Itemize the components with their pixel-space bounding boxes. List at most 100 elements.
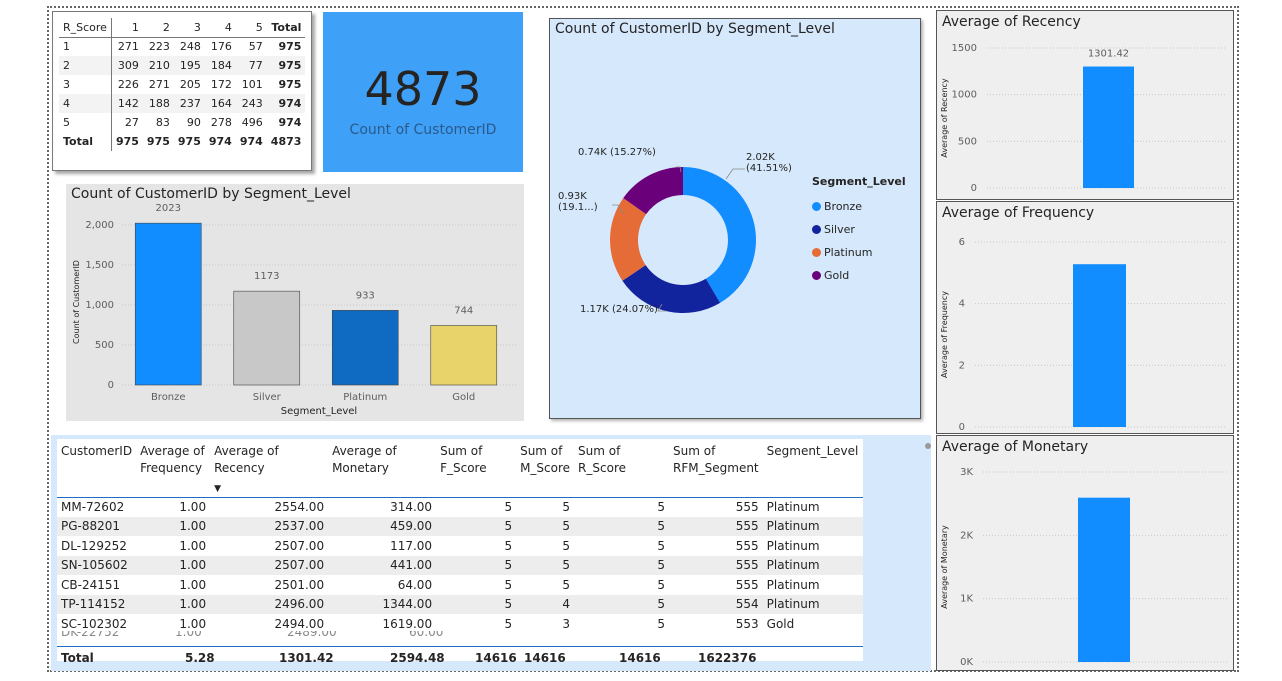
col-header-monetary[interactable]: Average of Monetary [328, 439, 437, 498]
leader-line [612, 204, 624, 215]
table-cell: Gold [766, 616, 795, 631]
table-row[interactable]: PG-88201 1.00 2537.00 459.00 5 5 5 555 Platinum [57, 516, 863, 536]
matrix-total-cell: 975 [115, 135, 139, 148]
y-tick-label: 500 [958, 136, 977, 147]
customer-detail-table[interactable]: CustomerID Average of Frequency Average … [51, 435, 931, 671]
table-row[interactable]: SN-105602 1.00 2507.00 441.00 5 5 5 555 Platinum [57, 555, 863, 575]
matrix-cell: 77 [235, 56, 267, 75]
legend-label: Platinum [824, 246, 873, 259]
table-cell: 555 [735, 538, 759, 553]
legend-item[interactable]: Bronze [812, 195, 872, 218]
y-tick-label: 2K [960, 530, 973, 541]
legend-item[interactable]: Gold [812, 264, 872, 287]
y-axis-title: Count of CustomerID [72, 260, 81, 344]
total-label: Total [61, 651, 94, 665]
table-cell: Platinum [766, 577, 820, 592]
table-cell: 441.00 [328, 555, 437, 575]
table-row[interactable]: SC-102302 1.00 2494.00 1619.00 5 3 5 553 Gold [57, 614, 863, 634]
x-tick-label: Silver [253, 392, 282, 403]
bar [331, 310, 399, 386]
matrix-cell: 243 [235, 94, 267, 113]
count-card[interactable]: 4873 Count of CustomerID [323, 12, 523, 172]
table-row[interactable]: DL-129252 1.00 2507.00 117.00 5 5 5 555 Platinum [57, 536, 863, 556]
segment-donut-chart[interactable]: Count of CustomerID by Segment_Level 2.0… [549, 18, 921, 419]
matrix-total-cell: 975 [146, 135, 170, 148]
donut-slice [683, 167, 756, 303]
col-header-rfm[interactable]: Sum of RFM_Segment [669, 439, 763, 498]
recency-chart[interactable]: Average of Recency 0 500 1000 1500 1301.42 Av… [936, 10, 1234, 200]
col-header-fscore[interactable]: Sum of F_Score [436, 439, 517, 498]
donut-label-line: (19.1...) [558, 202, 598, 213]
y-tick-label: 0 [971, 183, 977, 194]
total-rscore: 14616 [619, 651, 661, 665]
table-cell: 5 [436, 555, 517, 575]
total-frequency: 5.28 [185, 651, 215, 665]
matrix-cell: 90 [186, 116, 201, 129]
table-cell: 459.00 [328, 516, 437, 536]
monetary-chart[interactable]: Average of Monetary 0K 1K 2K 3K Average of M… [936, 435, 1234, 671]
segment-bar-chart[interactable]: Count of CustomerID by Segment_Level 0 50… [66, 184, 524, 421]
y-tick-label: 1,500 [85, 260, 114, 271]
col-header-segment[interactable]: Segment_Level [762, 439, 863, 498]
matrix-cell: 309 [111, 56, 143, 75]
table-cell: Platinum [766, 538, 820, 553]
col-header-label: Average of Recency [214, 444, 279, 475]
table-cell: 5 [562, 500, 571, 514]
scrollbar-thumb[interactable] [925, 443, 931, 449]
table-cell: SN-105602 [57, 555, 137, 575]
rfm-matrix[interactable]: R_Score 1 2 3 4 5 Total 1 271 223 248 17… [52, 11, 312, 171]
table-row[interactable]: TP-114152 1.00 2496.00 1344.00 5 4 5 554 Platinu… [57, 594, 863, 614]
y-tick-label: 2 [959, 360, 965, 371]
legend-marker [812, 248, 821, 257]
table-cell: CB-24151 [61, 577, 121, 592]
table-cell: 5 [504, 577, 513, 592]
table-cell: 5 [574, 555, 670, 575]
table-cell: 5 [657, 538, 666, 553]
matrix-cell: 271 [117, 40, 139, 54]
table-cell: Platinum [762, 555, 863, 575]
table-cell: 1344.00 [328, 594, 437, 614]
table-row[interactable]: MM-72602 1.00 2554.00 314.00 5 5 5 555 Platinum [57, 497, 863, 517]
table-cell: 5 [436, 516, 517, 536]
table-cell: 1.00 [179, 500, 207, 514]
table-cell: 2537.00 [210, 516, 329, 536]
col-header-rscore[interactable]: Sum of R_Score [574, 439, 670, 498]
total-recency: 1301.42 [279, 651, 334, 665]
donut-slice [622, 265, 721, 313]
table-cell: 2554.00 [274, 500, 325, 514]
matrix-cell: 184 [204, 56, 236, 75]
table-cell: 1619.00 [382, 616, 433, 631]
table-cell: 5 [562, 577, 571, 592]
legend-item[interactable]: Platinum [812, 241, 872, 264]
y-tick-label: 6 [959, 237, 965, 248]
frequency-chart[interactable]: Average of Frequency 0 2 4 6 Average of Freq… [936, 201, 1234, 434]
col-header-customerid[interactable]: CustomerID [57, 439, 137, 498]
table-row[interactable]: CB-24151 1.00 2501.00 64.00 5 5 5 555 Platinum [57, 575, 863, 595]
matrix-cell: 142 [111, 94, 143, 113]
matrix-cell-total: 975 [278, 40, 302, 54]
matrix-row-label: 4 [59, 94, 112, 113]
matrix-cell: 172 [210, 78, 232, 91]
x-tick-label: Bronze [151, 392, 186, 403]
donut-label-line: (41.51%) [746, 163, 792, 174]
col-header-recency[interactable]: Average of Recency ▼ [210, 439, 329, 498]
matrix-total-cell: 974 [239, 135, 263, 148]
card-value: 4873 [364, 62, 482, 116]
total-monetary: 2594.48 [390, 651, 445, 665]
legend-label: Silver [824, 223, 855, 236]
donut-slice [610, 198, 647, 281]
col-header-mscore[interactable]: Sum of M_Score [516, 439, 575, 498]
legend-item[interactable]: Silver [812, 218, 872, 241]
matrix-row-label: 5 [59, 113, 112, 132]
legend-label: Bronze [824, 200, 863, 213]
col-header-frequency[interactable]: Average of Frequency [136, 439, 211, 498]
leader-line [725, 168, 745, 180]
matrix-cell-total: 975 [278, 78, 302, 91]
bar [1083, 66, 1134, 188]
table-cell: 314.00 [390, 500, 433, 514]
matrix-cell: 188 [142, 94, 174, 113]
bar [1073, 264, 1126, 427]
matrix-cell: 496 [241, 116, 263, 129]
table-cell: 3 [562, 616, 571, 631]
matrix-total-cell: 974 [208, 135, 232, 148]
